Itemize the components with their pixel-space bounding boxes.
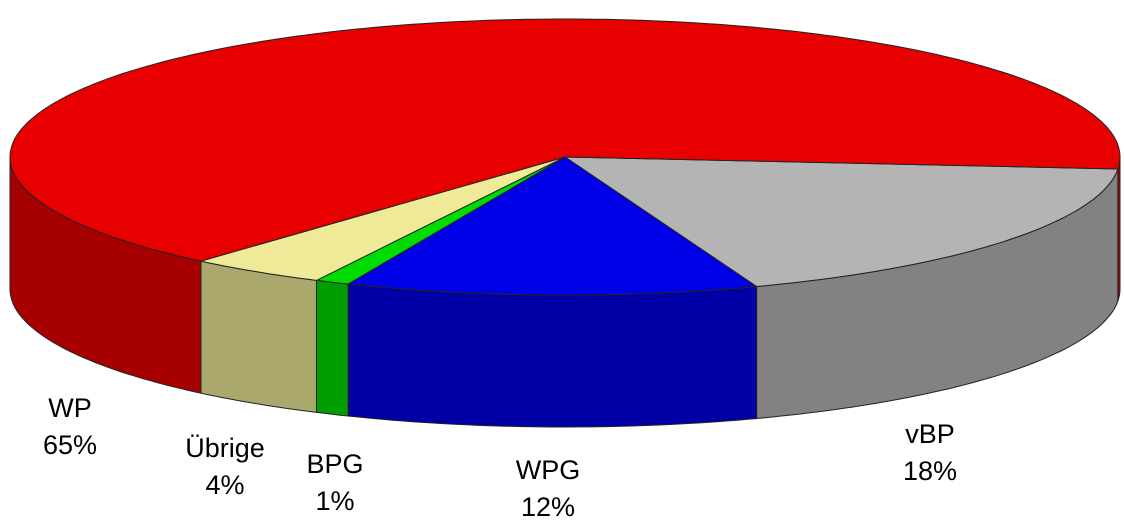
slice-value-label: 18%: [903, 456, 957, 486]
slice-side: [200, 260, 317, 413]
slice-value-label: 1%: [315, 486, 354, 516]
slice-label: Übrige: [185, 433, 265, 463]
slice-label: BPG: [306, 449, 363, 479]
slice-label: WP: [48, 393, 92, 423]
slice: [200, 156, 566, 281]
slice: [563, 156, 1119, 288]
tops: [9, 18, 1121, 296]
slice-label: WPG: [516, 455, 581, 485]
slice-value-label: 65%: [43, 430, 97, 460]
slice-label: vBP: [905, 419, 955, 449]
slice: [346, 156, 759, 296]
slice-side: [347, 283, 758, 428]
slice: [9, 18, 1121, 262]
slice-side: [316, 279, 349, 417]
slice-value-label: 12%: [521, 492, 575, 522]
slice-value-label: 4%: [205, 470, 244, 500]
slice-side: [1117, 156, 1121, 302]
sides: [9, 156, 1121, 428]
